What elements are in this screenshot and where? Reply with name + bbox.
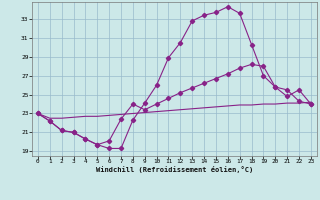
X-axis label: Windchill (Refroidissement éolien,°C): Windchill (Refroidissement éolien,°C) <box>96 166 253 173</box>
